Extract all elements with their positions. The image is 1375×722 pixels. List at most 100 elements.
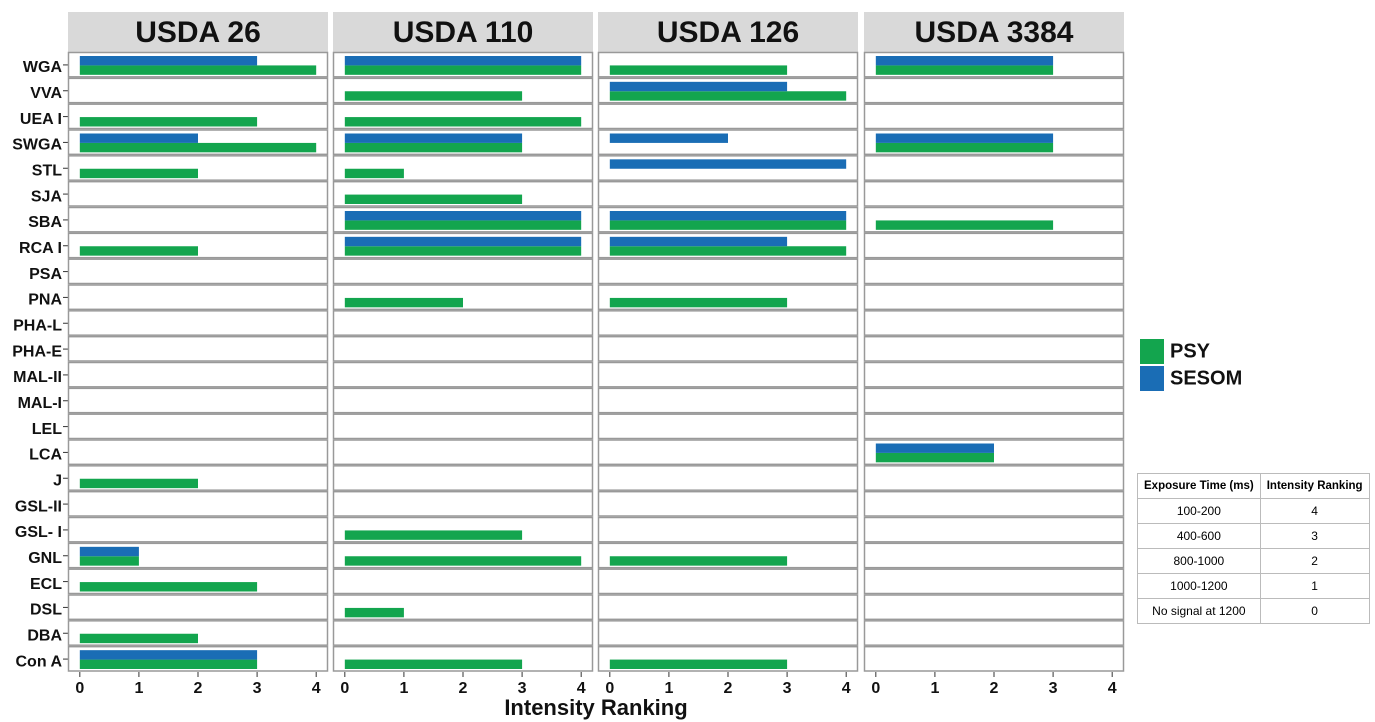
bar xyxy=(79,556,139,566)
x-tick-label: 4 xyxy=(842,680,851,697)
row-frame xyxy=(863,180,1125,207)
bar xyxy=(344,659,523,669)
table-row: 100-200 4 xyxy=(1137,498,1370,524)
table-header-cell: Intensity Ranking xyxy=(1259,473,1370,499)
row-frame xyxy=(863,413,1125,440)
y-tick-label: SBA xyxy=(28,214,62,231)
bar xyxy=(344,194,523,204)
row-frame xyxy=(67,335,329,362)
x-tick-label: 1 xyxy=(134,680,143,697)
bar xyxy=(79,478,198,489)
x-tick-label: 3 xyxy=(783,680,792,697)
row-frame xyxy=(597,361,859,388)
y-tick-label: PSA xyxy=(29,266,62,283)
row-frame xyxy=(67,516,329,543)
row-frame xyxy=(863,542,1125,569)
y-tick-label: MAL-I xyxy=(18,395,62,412)
row-frame xyxy=(67,258,329,285)
bar xyxy=(79,117,258,127)
row-frame xyxy=(67,284,329,311)
row-frame xyxy=(332,387,594,414)
row-frame xyxy=(863,620,1125,646)
table-cell: 800-1000 xyxy=(1137,548,1261,574)
table-cell: 1000-1200 xyxy=(1137,573,1261,599)
exposure-table: Exposure Time (ms) Intensity Ranking 100-… xyxy=(1137,473,1370,624)
x-tick-label: 0 xyxy=(605,680,614,697)
bar xyxy=(344,117,582,127)
row-frame xyxy=(863,103,1125,130)
table-cell: 2 xyxy=(1259,548,1370,574)
facet-strip xyxy=(68,12,328,52)
facet-title: USDA 26 xyxy=(135,16,261,49)
row-frame xyxy=(863,594,1125,621)
y-tick-label: LCA xyxy=(29,447,62,464)
row-frame xyxy=(332,439,594,466)
bar xyxy=(609,236,788,247)
y-tick-label: VVA xyxy=(30,85,62,102)
y-tick-label: SWGA xyxy=(12,137,62,154)
bar xyxy=(344,556,582,566)
bar xyxy=(344,56,582,66)
bar xyxy=(609,91,847,101)
row-frame xyxy=(597,310,859,336)
y-tick-label: PHA-E xyxy=(12,343,62,360)
x-tick-label: 2 xyxy=(990,680,999,697)
table-cell: No signal at 1200 xyxy=(1137,598,1261,624)
x-tick-label: 4 xyxy=(312,680,321,697)
row-frame xyxy=(863,387,1125,414)
x-tick-label: 4 xyxy=(1108,680,1117,697)
bar xyxy=(344,211,582,221)
legend-label: SESOM xyxy=(1170,367,1242,389)
table-cell: 100-200 xyxy=(1137,498,1261,524)
x-tick-label: 3 xyxy=(253,680,262,697)
y-tick-label: PHA-L xyxy=(13,317,62,334)
row-frame xyxy=(597,465,859,491)
x-tick-label: 4 xyxy=(577,680,586,697)
row-frame xyxy=(67,387,329,414)
y-tick-label: GSL-II xyxy=(15,498,62,515)
table-cell: 400-600 xyxy=(1137,523,1261,549)
bar xyxy=(609,659,788,669)
row-frame xyxy=(597,594,859,621)
x-tick-label: 1 xyxy=(399,680,408,697)
bar xyxy=(344,65,582,75)
table-body: 100-200 4 400-600 3 800-1000 2 1000-1200 1 No si… xyxy=(1137,498,1370,624)
bar xyxy=(875,452,994,463)
y-tick-label: J xyxy=(53,472,62,489)
row-frame xyxy=(863,77,1125,104)
x-tick-label: 2 xyxy=(724,680,733,697)
y-tick-label: DSL xyxy=(30,602,62,619)
row-frame xyxy=(332,568,594,595)
facet-title: USDA 110 xyxy=(393,16,534,49)
bar xyxy=(344,133,523,143)
bar xyxy=(344,220,582,230)
facet-title: USDA 3384 xyxy=(915,16,1074,49)
bar xyxy=(875,56,1054,66)
bar xyxy=(875,133,1054,143)
facet-strip xyxy=(864,12,1124,52)
bar xyxy=(344,297,463,308)
row-frame xyxy=(863,284,1125,311)
x-tick-label: 0 xyxy=(340,680,349,697)
table-row: No signal at 1200 0 xyxy=(1137,598,1370,624)
x-tick-label: 0 xyxy=(871,680,880,697)
y-tick-label: Con A xyxy=(15,653,62,670)
row-frame xyxy=(863,258,1125,285)
bar xyxy=(79,56,258,66)
row-frame xyxy=(597,335,859,362)
row-frame xyxy=(597,103,859,130)
row-frame xyxy=(597,516,859,543)
bar xyxy=(344,607,404,618)
bar xyxy=(875,443,994,453)
row-frame xyxy=(863,335,1125,362)
row-frame xyxy=(597,620,859,646)
legend-label: PSY xyxy=(1170,340,1211,362)
table-row: 800-1000 2 xyxy=(1137,548,1370,574)
y-tick-label: WGA xyxy=(23,59,63,76)
bar xyxy=(609,159,847,169)
x-tick-label: 2 xyxy=(194,680,203,697)
legend-swatch xyxy=(1140,366,1164,391)
row-frame xyxy=(863,568,1125,595)
y-tick-label: LEL xyxy=(32,421,62,438)
y-tick-label: UEA I xyxy=(20,111,62,128)
